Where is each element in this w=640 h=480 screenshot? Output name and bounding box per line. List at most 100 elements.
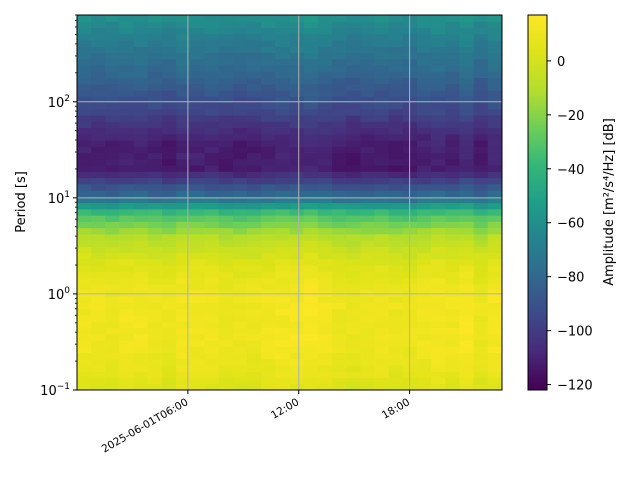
heatmap-cell: [119, 152, 135, 160]
heatmap-cell: [147, 40, 163, 47]
heatmap-cell: [190, 315, 206, 322]
x-tick-label: 2025-06-01T06:00: [100, 396, 191, 455]
heatmap-cell: [232, 158, 248, 166]
heatmap-cell: [218, 21, 234, 29]
heatmap-cell: [91, 196, 106, 204]
heatmap-cell: [388, 77, 404, 85]
heatmap-cell: [417, 171, 432, 179]
heatmap-cell: [317, 177, 333, 185]
heatmap-cell: [445, 352, 461, 360]
heatmap-cell: [289, 233, 305, 241]
heatmap-cell: [232, 102, 248, 110]
heatmap-cell: [261, 196, 276, 204]
heatmap-cell: [162, 377, 177, 385]
heatmap-cell: [218, 233, 234, 241]
heatmap-cell: [77, 171, 92, 179]
heatmap-cell: [431, 271, 446, 279]
heatmap-cell: [332, 46, 347, 54]
heatmap-cell: [133, 283, 149, 291]
heatmap-cell: [176, 352, 191, 360]
heatmap-cell: [402, 333, 418, 341]
heatmap-cell: [105, 52, 121, 60]
heatmap-cell: [77, 15, 92, 22]
heatmap-cell: [346, 233, 361, 241]
heatmap-cell: [77, 27, 92, 35]
heatmap-cell: [77, 152, 92, 160]
heatmap-cell: [473, 296, 489, 304]
heatmap-cell: [402, 283, 418, 291]
heatmap-cell: [232, 265, 248, 272]
heatmap-cell: [487, 27, 502, 35]
heatmap-cell: [417, 371, 432, 379]
heatmap-cell: [417, 146, 432, 154]
heatmap-cell: [317, 221, 333, 229]
heatmap-cell: [162, 190, 177, 197]
heatmap-cell: [91, 315, 106, 322]
heatmap-cell: [247, 296, 262, 304]
heatmap-cell: [402, 15, 418, 22]
heatmap-cell: [190, 33, 206, 41]
heatmap-cell: [190, 371, 206, 379]
heatmap-cell: [487, 177, 502, 185]
heatmap-cell: [105, 365, 121, 372]
heatmap-cell: [218, 340, 234, 347]
heatmap-cell: [147, 102, 163, 110]
heatmap-cell: [91, 127, 106, 135]
heatmap-cell: [247, 265, 262, 272]
heatmap-cell: [431, 308, 446, 316]
heatmap-cell: [105, 46, 121, 54]
heatmap-cell: [232, 352, 248, 360]
heatmap-cell: [275, 346, 291, 354]
heatmap-cell: [147, 121, 163, 129]
heatmap-cell: [388, 46, 404, 54]
heatmap-cell: [133, 221, 149, 229]
heatmap-cell: [77, 77, 92, 85]
heatmap-cell: [77, 165, 92, 172]
heatmap-cell: [374, 265, 390, 272]
heatmap-cell: [317, 352, 333, 360]
heatmap-cell: [289, 33, 305, 41]
heatmap-cell: [402, 83, 418, 91]
heatmap-cell: [204, 221, 220, 229]
heatmap-cell: [402, 265, 418, 272]
heatmap-cell: [445, 52, 461, 60]
heatmap-cell: [317, 133, 333, 141]
heatmap-cell: [374, 15, 390, 22]
heatmap-cell: [289, 246, 305, 254]
heatmap-cell: [289, 277, 305, 285]
heatmap-cell: [473, 58, 489, 66]
heatmap-cell: [346, 165, 361, 172]
heatmap-cell: [190, 40, 206, 47]
heatmap-cell: [275, 46, 291, 54]
heatmap-cell: [190, 177, 206, 185]
heatmap-cell: [487, 152, 502, 160]
heatmap-cell: [77, 102, 92, 110]
heatmap-cell: [232, 358, 248, 366]
heatmap-cell: [91, 171, 106, 179]
heatmap-cell: [218, 265, 234, 272]
heatmap-cell: [303, 277, 319, 285]
heatmap-cell: [459, 302, 475, 310]
heatmap-cell: [105, 140, 121, 147]
heatmap-cell: [303, 133, 319, 141]
heatmap-cell: [133, 77, 149, 85]
heatmap-cell: [119, 296, 135, 304]
heatmap-cell: [473, 33, 489, 41]
heatmap-cell: [119, 158, 135, 166]
heatmap-cell: [388, 252, 404, 260]
heatmap-cell: [317, 327, 333, 335]
heatmap-cell: [162, 352, 177, 360]
heatmap-cell: [275, 21, 291, 29]
heatmap-cell: [289, 177, 305, 185]
heatmap-cell: [487, 321, 502, 329]
heatmap-cell: [289, 121, 305, 129]
heatmap-cell: [417, 202, 432, 210]
heatmap-cell: [190, 21, 206, 29]
heatmap-cell: [105, 102, 121, 110]
heatmap-cell: [247, 196, 262, 204]
heatmap-cell: [261, 246, 276, 254]
heatmap-cell: [388, 315, 404, 322]
heatmap-cell: [232, 202, 248, 210]
heatmap-cell: [275, 33, 291, 41]
heatmap-cell: [346, 277, 361, 285]
